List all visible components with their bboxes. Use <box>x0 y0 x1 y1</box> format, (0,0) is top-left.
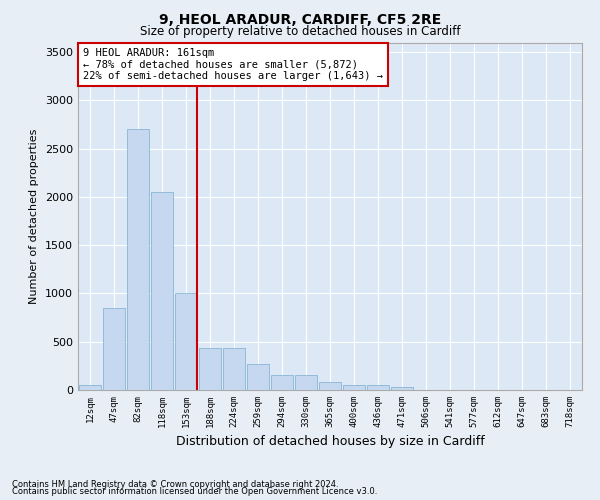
Text: Contains public sector information licensed under the Open Government Licence v3: Contains public sector information licen… <box>12 487 377 496</box>
Text: Contains HM Land Registry data © Crown copyright and database right 2024.: Contains HM Land Registry data © Crown c… <box>12 480 338 489</box>
Bar <box>343 385 365 390</box>
Bar <box>319 382 341 390</box>
Bar <box>223 348 245 390</box>
Bar <box>151 192 173 390</box>
Bar <box>367 385 389 390</box>
Bar <box>247 364 269 390</box>
Bar <box>79 385 101 390</box>
Bar <box>175 294 197 390</box>
Bar <box>103 308 125 390</box>
Text: Size of property relative to detached houses in Cardiff: Size of property relative to detached ho… <box>140 25 460 38</box>
Text: 9 HEOL ARADUR: 161sqm
← 78% of detached houses are smaller (5,872)
22% of semi-d: 9 HEOL ARADUR: 161sqm ← 78% of detached … <box>83 48 383 81</box>
Bar <box>391 387 413 390</box>
Y-axis label: Number of detached properties: Number of detached properties <box>29 128 40 304</box>
Bar <box>295 374 317 390</box>
Bar <box>199 348 221 390</box>
Bar <box>271 374 293 390</box>
Text: 9, HEOL ARADUR, CARDIFF, CF5 2RE: 9, HEOL ARADUR, CARDIFF, CF5 2RE <box>159 12 441 26</box>
X-axis label: Distribution of detached houses by size in Cardiff: Distribution of detached houses by size … <box>176 436 484 448</box>
Bar <box>127 130 149 390</box>
